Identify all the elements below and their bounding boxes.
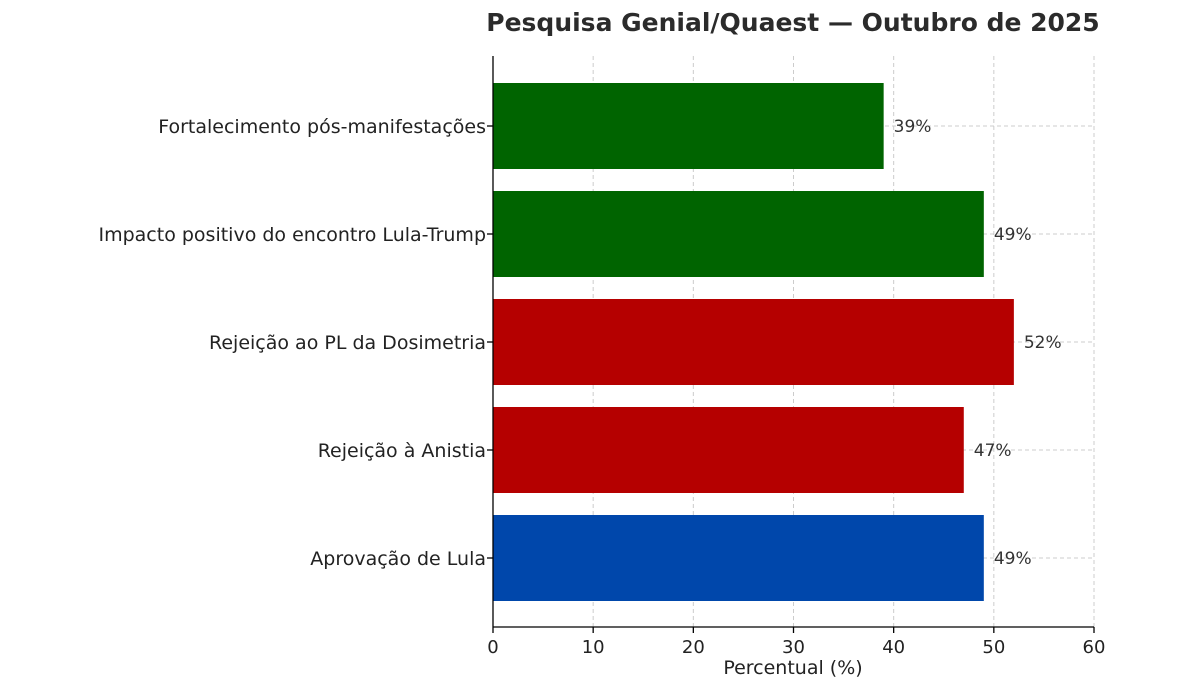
data-label: 49% bbox=[994, 225, 1032, 245]
x-tick-label: 0 bbox=[487, 637, 498, 658]
category-labels: Fortalecimento pós-manifestações Impacto … bbox=[98, 116, 493, 570]
x-tick-label: 40 bbox=[882, 637, 905, 658]
data-label: 39% bbox=[894, 117, 932, 137]
bars bbox=[493, 83, 1014, 601]
x-tick-label: 30 bbox=[782, 637, 805, 658]
x-tick-label: 60 bbox=[1083, 637, 1106, 658]
category-label: Fortalecimento pós-manifestações bbox=[158, 116, 486, 138]
data-label: 49% bbox=[994, 549, 1032, 569]
x-tick-label: 50 bbox=[982, 637, 1005, 658]
category-label: Impacto positivo do encontro Lula-Trump bbox=[98, 224, 486, 246]
chart-title: Pesquisa Genial/Quaest — Outubro de 2025 bbox=[486, 8, 1099, 37]
category-label: Rejeição ao PL da Dosimetria bbox=[209, 332, 486, 354]
data-label: 47% bbox=[974, 441, 1012, 461]
x-tick-labels: 0 10 20 30 40 50 60 bbox=[487, 627, 1105, 658]
bar bbox=[493, 191, 984, 277]
category-label: Rejeição à Anistia bbox=[318, 440, 486, 462]
bar bbox=[493, 515, 984, 601]
bar bbox=[493, 407, 964, 493]
data-label: 52% bbox=[1024, 333, 1062, 353]
category-label: Aprovação de Lula bbox=[310, 548, 486, 570]
bar bbox=[493, 299, 1014, 385]
x-tick-label: 10 bbox=[582, 637, 605, 658]
bar bbox=[493, 83, 884, 169]
x-axis-label: Percentual (%) bbox=[723, 657, 862, 679]
data-labels: 39% 49% 52% 47% 49% bbox=[894, 117, 1062, 569]
x-tick-label: 20 bbox=[682, 637, 705, 658]
